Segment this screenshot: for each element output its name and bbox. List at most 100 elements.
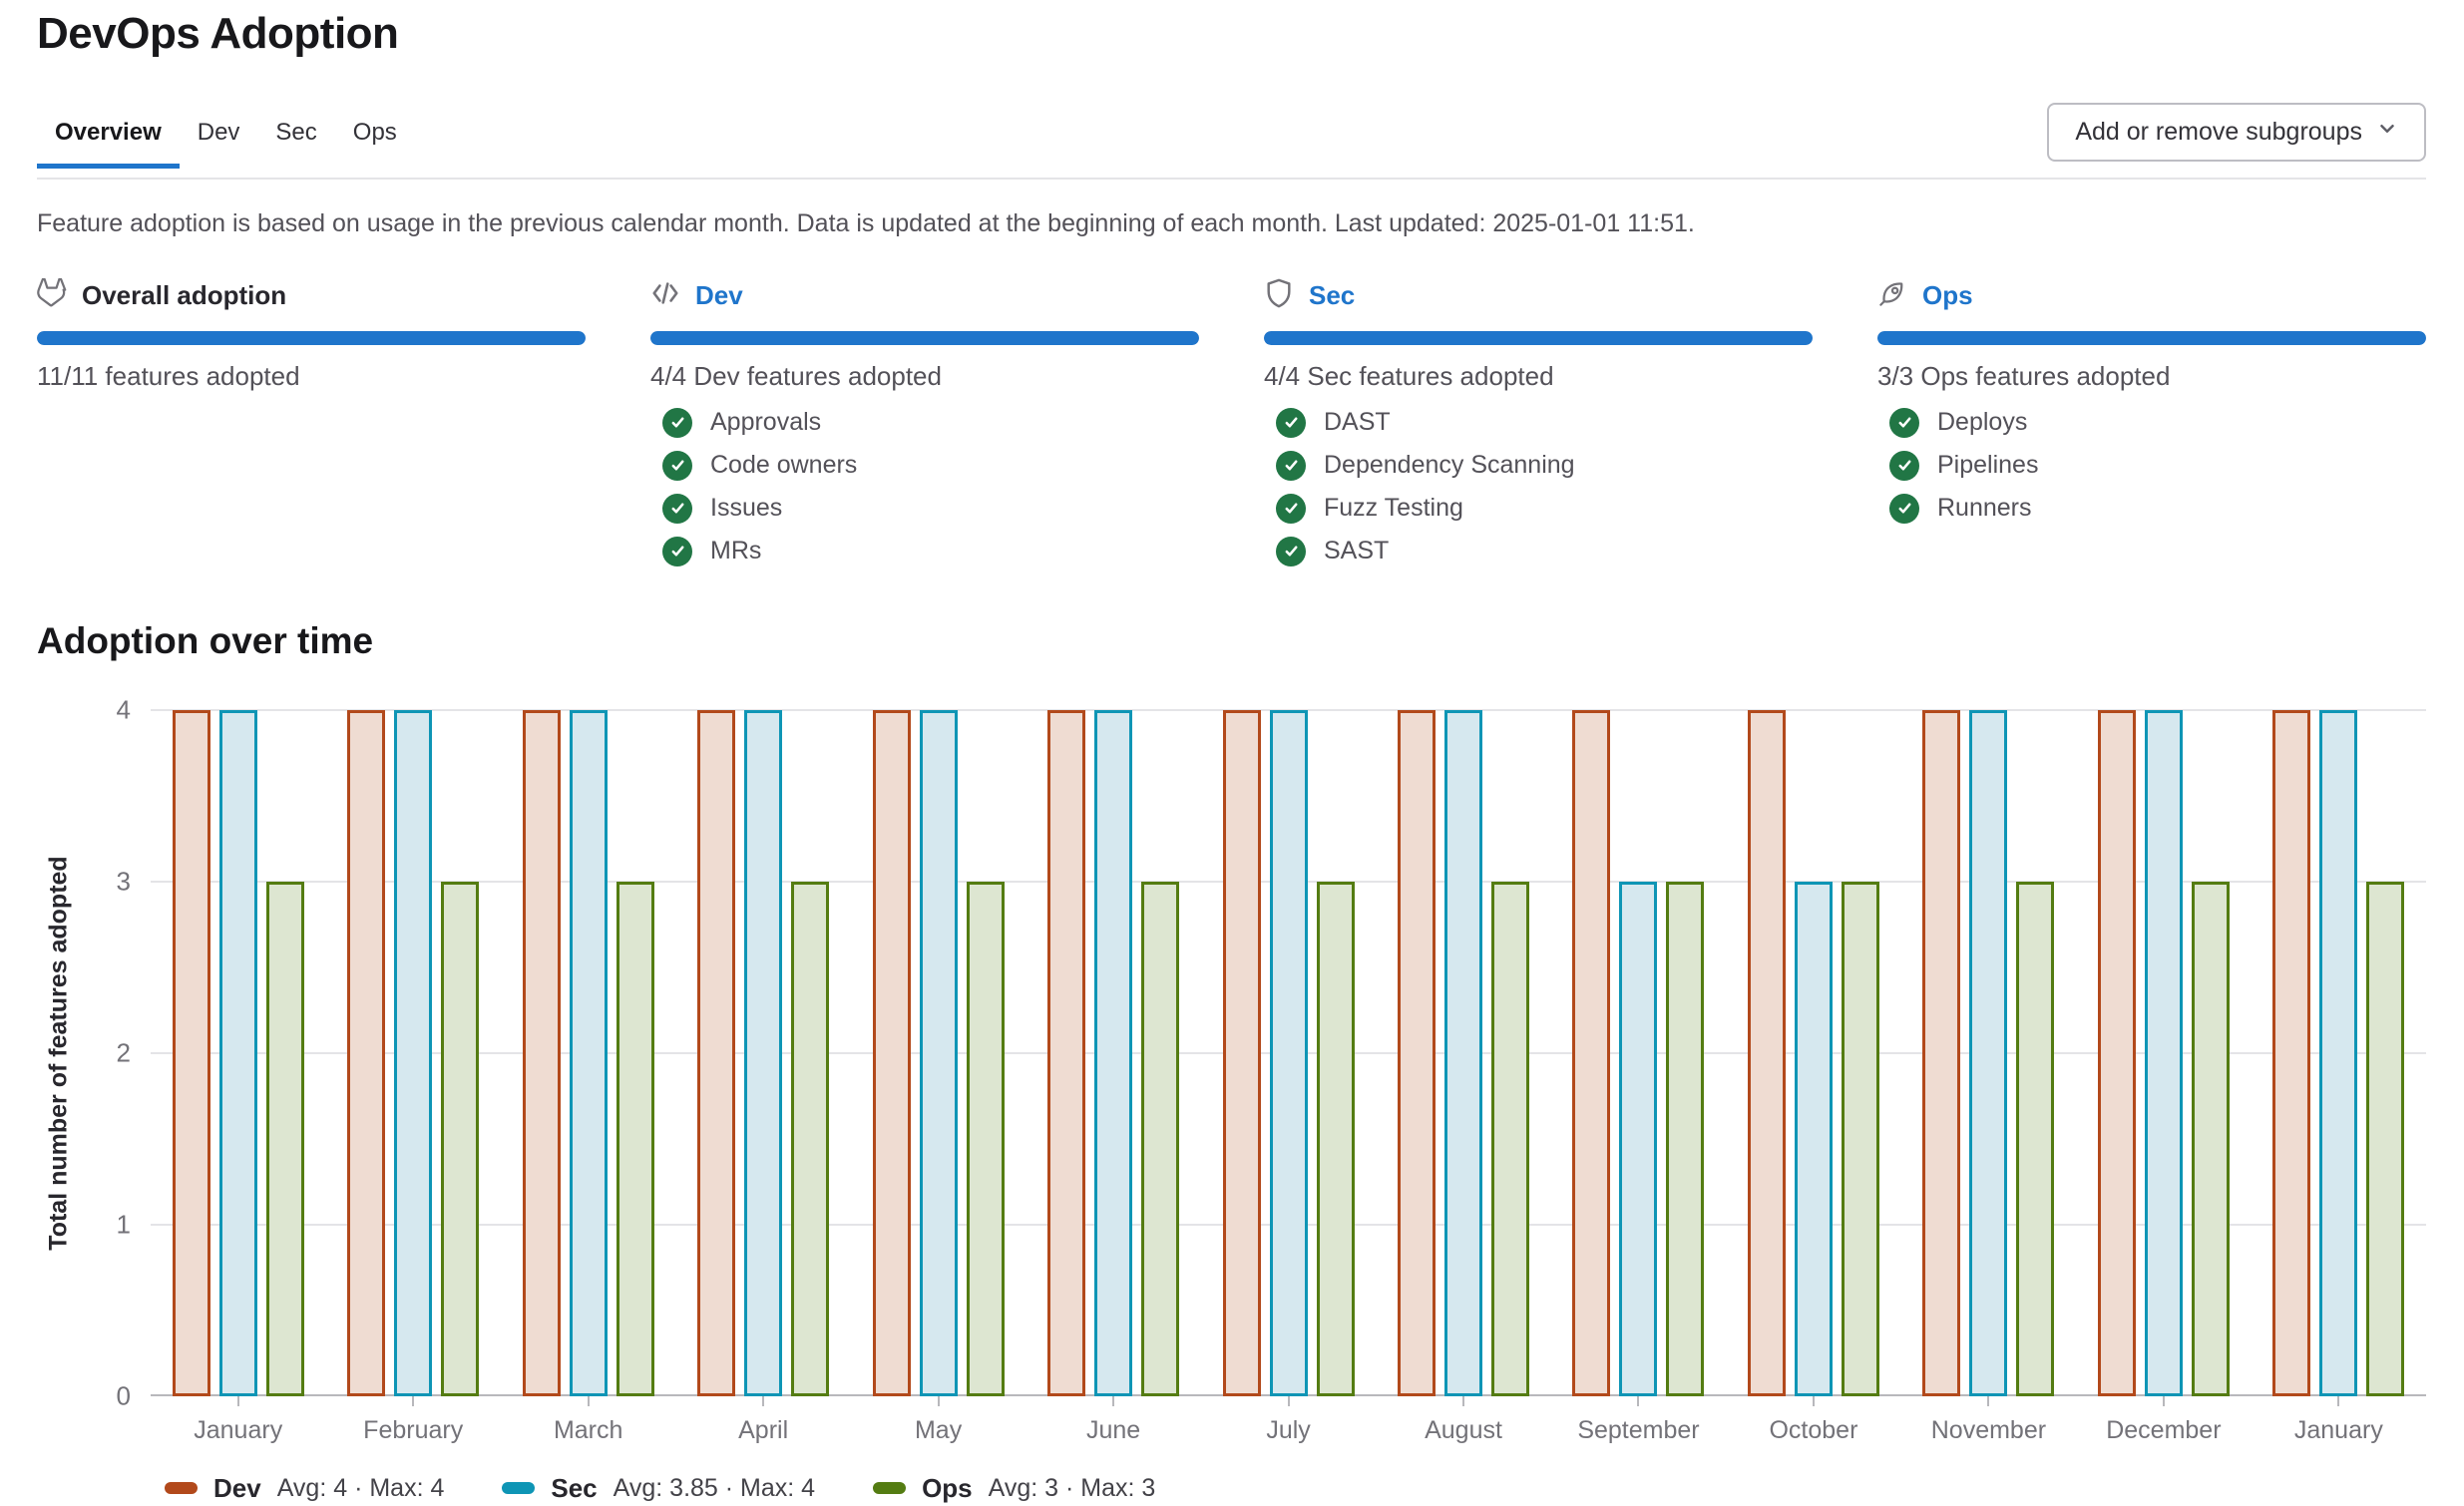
month-label-august: August (1425, 1415, 1502, 1444)
feature-label: DAST (1324, 408, 1391, 437)
legend-item-sec[interactable]: Sec Avg: 3.85 · Max: 4 (502, 1473, 815, 1504)
y-tick-2: 2 (116, 1037, 131, 1068)
bar-group-july-6 (1201, 709, 1376, 1396)
x-slot-september-8: September (1551, 1395, 1726, 1445)
shield-icon (1264, 278, 1294, 313)
card-summary-dev: 4/4 Dev features adopted (650, 360, 942, 391)
bar-group-november-10 (1901, 709, 2076, 1396)
bar-group-march-2 (501, 709, 675, 1396)
feature-label: Code owners (710, 451, 858, 480)
add-or-remove-subgroups-label: Add or remove subgroups (2075, 117, 2362, 146)
bar-dev-december (2097, 709, 2136, 1396)
x-tick (2337, 1395, 2340, 1406)
feature-item-sast: SAST (1276, 536, 1813, 566)
check-circle-icon (662, 450, 692, 481)
bar-dev-march (522, 709, 561, 1396)
progress-fill-dev (650, 330, 1199, 345)
bar-group-october-9 (1726, 709, 1900, 1396)
feature-item-code-owners: Code owners (662, 450, 1199, 481)
x-tick (2162, 1395, 2165, 1406)
legend-name: Sec (551, 1472, 598, 1503)
check-circle-icon (662, 407, 692, 438)
bar-ops-september (1666, 881, 1705, 1396)
bar-ops-july (1316, 881, 1355, 1396)
adoption-card-dev: Dev 4/4 Dev features adopted Approvals Code… (650, 278, 1199, 566)
check-circle-icon (662, 536, 692, 566)
progress-track-dev (650, 330, 1199, 345)
feature-item-runners: Runners (1889, 493, 2426, 524)
check-circle-icon (1276, 407, 1306, 438)
y-tick-0: 0 (116, 1380, 131, 1411)
tab-sec[interactable]: Sec (275, 118, 317, 146)
tab-dev[interactable]: Dev (197, 118, 240, 146)
feature-label: Runners (1937, 494, 2032, 523)
x-tick (587, 1395, 590, 1406)
adoption-over-time-chart: Total number of features adopted 0 1 2 3 4 J… (37, 694, 2426, 1504)
card-title-dev[interactable]: Dev (695, 279, 743, 310)
y-tick-4: 4 (116, 694, 131, 725)
card-summary-ops: 3/3 Ops features adopted (1877, 360, 2171, 391)
feature-label: Fuzz Testing (1324, 494, 1463, 523)
x-slot-june-5: June (1026, 1395, 1200, 1445)
card-header-overall: Overall adoption (37, 277, 586, 313)
feature-label: MRs (710, 537, 762, 565)
bar-sec-june (1094, 709, 1133, 1396)
card-summary-overall: 11/11 features adopted (37, 360, 300, 391)
feature-item-approvals: Approvals (662, 407, 1199, 438)
x-slot-january-12: January (2252, 1395, 2426, 1445)
tab-ops[interactable]: Ops (352, 118, 397, 146)
feature-label: Dependency Scanning (1324, 451, 1575, 480)
feature-label: Pipelines (1937, 451, 2039, 480)
check-circle-icon (1889, 450, 1919, 481)
legend-item-ops[interactable]: Ops Avg: 3 · Max: 3 (873, 1473, 1155, 1504)
x-slot-august-7: August (1376, 1395, 1550, 1445)
check-circle-icon (1276, 450, 1306, 481)
legend-name: Ops (922, 1472, 973, 1503)
tab-bar: Overview Dev Sec Ops Add or remove subgroup… (37, 102, 2426, 180)
bar-ops-february (441, 881, 480, 1396)
bar-dev-may (872, 709, 911, 1396)
month-label-october: October (1769, 1415, 1858, 1444)
bar-sec-january (218, 709, 257, 1396)
tabs-container: Overview Dev Sec Ops (37, 103, 415, 169)
x-slot-july-6: July (1201, 1395, 1376, 1445)
bar-dev-june (1047, 709, 1086, 1396)
last-updated-info: Feature adoption is based on usage in th… (37, 208, 1695, 237)
x-slot-may-4: May (851, 1395, 1026, 1445)
add-or-remove-subgroups-button[interactable]: Add or remove subgroups (2047, 102, 2426, 162)
x-slot-october-9: October (1726, 1395, 1900, 1445)
bar-sec-april (744, 709, 783, 1396)
legend-stats: Avg: 4 · Max: 4 (276, 1473, 445, 1502)
x-slot-march-2: March (501, 1395, 675, 1445)
progress-track-overall (37, 330, 586, 345)
feature-label: Deploys (1937, 408, 2028, 437)
bar-ops-november (2016, 881, 2055, 1396)
check-circle-icon (1276, 493, 1306, 524)
bar-sec-march (569, 709, 608, 1396)
tab-overview[interactable]: Overview (37, 103, 180, 169)
x-slot-january-0: January (151, 1395, 325, 1445)
feature-list-dev: Approvals Code owners Issues MRs (650, 407, 1199, 566)
bar-sec-december (2144, 709, 2183, 1396)
card-title-ops[interactable]: Ops (1922, 279, 1973, 310)
progress-fill-ops (1877, 330, 2426, 345)
bar-dev-july (1222, 709, 1261, 1396)
card-title-sec[interactable]: Sec (1309, 279, 1356, 310)
month-label-may: May (914, 1415, 963, 1444)
bar-ops-april (791, 881, 830, 1396)
check-circle-icon (1889, 407, 1919, 438)
card-header-sec: Sec (1264, 278, 1813, 313)
y-tick-1: 1 (116, 1209, 131, 1240)
bar-dev-october (1747, 709, 1786, 1396)
bar-ops-january (2366, 881, 2405, 1396)
bar-sec-july (1269, 709, 1308, 1396)
month-label-september: September (1577, 1415, 1700, 1444)
bar-group-september-8 (1551, 709, 1726, 1396)
legend-item-dev[interactable]: Dev Avg: 4 · Max: 4 (165, 1473, 444, 1504)
bar-group-may-4 (851, 709, 1026, 1396)
y-axis-ticks: 0 1 2 3 4 (81, 694, 151, 1410)
progress-fill-overall (37, 330, 586, 345)
bar-dev-february (347, 709, 386, 1396)
y-tick-3: 3 (116, 866, 131, 897)
